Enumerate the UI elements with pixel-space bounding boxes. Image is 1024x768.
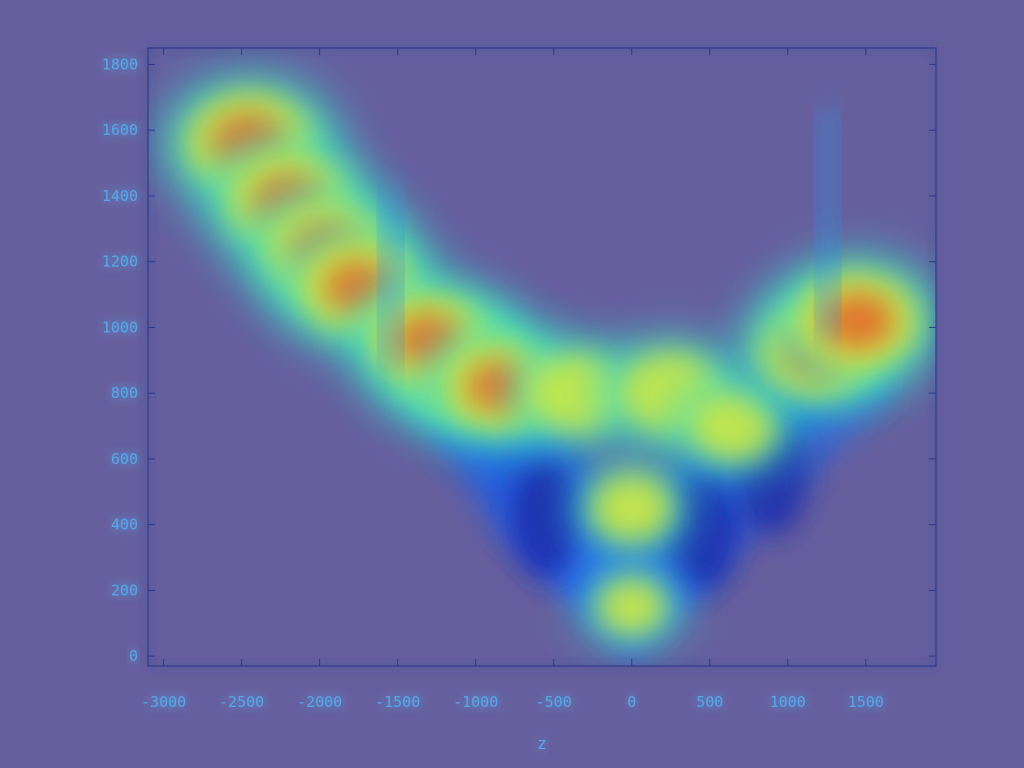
x-axis-title: z bbox=[537, 734, 547, 753]
x-tick-labels: -3000 -2500 -2000 -1500 -1000 -500 0 500 1000 150… bbox=[141, 693, 884, 711]
y-tick-label: 0 bbox=[129, 647, 138, 665]
heat-cold-zone bbox=[510, 458, 581, 579]
heat-hotspot-mid bbox=[690, 390, 777, 462]
y-tick-label: 1200 bbox=[102, 253, 138, 271]
heatmap-layer bbox=[159, 73, 936, 657]
heat-vertical-streak bbox=[383, 188, 398, 369]
axis-ticks bbox=[148, 48, 936, 666]
y-tick-label: 1800 bbox=[102, 55, 138, 73]
x-tick-label: 0 bbox=[627, 693, 636, 711]
x-tick-label: -1000 bbox=[453, 693, 498, 711]
y-tick-labels: 0 200 400 600 800 1000 1200 1400 1600 1800 bbox=[102, 55, 138, 665]
x-tick-label: 500 bbox=[696, 693, 723, 711]
plot-frame bbox=[147, 47, 937, 667]
y-tick-label: 1000 bbox=[102, 318, 138, 336]
y-tick-label: 800 bbox=[111, 384, 138, 402]
x-tick-label: -1500 bbox=[375, 693, 420, 711]
y-tick-label: 1600 bbox=[102, 121, 138, 139]
y-tick-label: 400 bbox=[111, 516, 138, 534]
y-tick-label: 1400 bbox=[102, 187, 138, 205]
x-tick-label: -3000 bbox=[141, 693, 186, 711]
x-tick-label: -500 bbox=[536, 693, 572, 711]
heat-hotspot-mid bbox=[591, 475, 672, 542]
x-tick-label: 1000 bbox=[770, 693, 806, 711]
x-tick-label: -2000 bbox=[297, 693, 342, 711]
heat-hotspot-mid bbox=[528, 353, 626, 433]
heat-hotspot-core bbox=[821, 292, 895, 350]
y-tick-label: 600 bbox=[111, 450, 138, 468]
y-tick-label: 200 bbox=[111, 581, 138, 599]
x-tick-label: 1500 bbox=[848, 693, 884, 711]
heat-hotspot-mid bbox=[596, 577, 667, 636]
x-tick-label: -2500 bbox=[219, 693, 264, 711]
heat-vertical-streak bbox=[820, 107, 835, 338]
